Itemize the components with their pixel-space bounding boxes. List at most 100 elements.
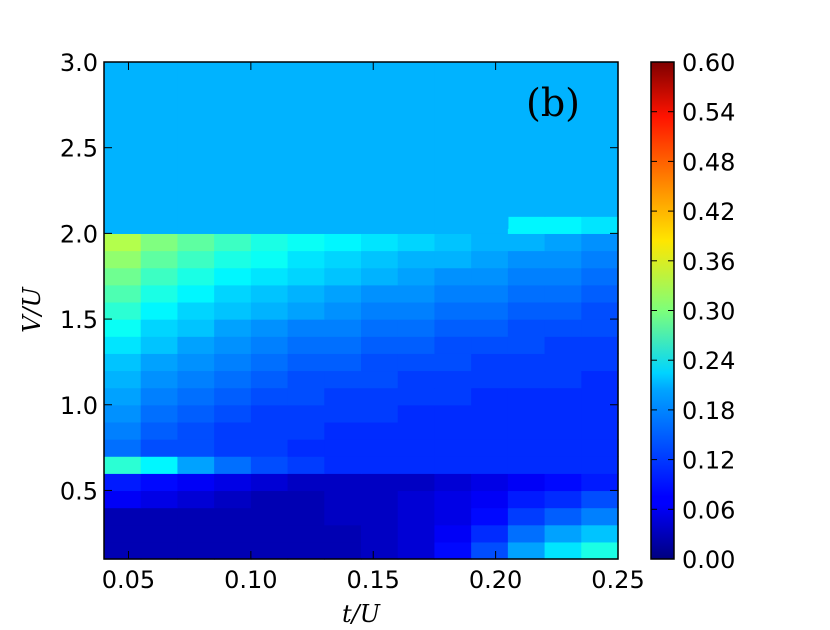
heatmap-cell [544,370,582,389]
heatmap-cell [324,233,362,252]
heatmap-cell [250,301,289,320]
heatmap-cell [471,507,509,526]
heatmap-cell [581,319,619,337]
colorbar-tick-label: 0.30 [682,298,735,326]
heatmap-cell [507,216,546,234]
heatmap-cell [287,62,325,229]
heatmap-cell [250,404,289,423]
heatmap-cell [214,319,252,337]
heatmap-cell [324,421,362,440]
heatmap-cell [104,301,142,320]
heatmap-cell [324,267,362,286]
heatmap-cell [361,233,399,252]
heatmap-cell [471,250,509,269]
heatmap-cell [471,370,509,389]
heatmap-cell [507,387,546,406]
heatmap-cell [397,353,436,372]
heatmap-cell [104,319,142,337]
heatmap-cell [104,228,142,234]
heatmap-cell [434,507,472,526]
heatmap-cell [287,439,325,457]
heatmap-cell [287,267,325,286]
heatmap-cell [507,284,546,303]
heatmap-cell [214,62,252,229]
heatmap-cell [507,62,546,217]
heatmap-cell [544,456,582,474]
heatmap-cell [250,507,289,526]
heatmap-cell [214,541,252,560]
heatmap-cell [544,490,582,509]
heatmap-cell [581,233,619,252]
heatmap-cell [471,233,509,252]
heatmap-cell [214,284,252,303]
heatmap-cell [324,541,362,560]
heatmap-cell [104,387,142,406]
heatmap-cell [471,62,509,229]
heatmap-cell [250,319,289,337]
heatmap-cell [104,524,142,543]
heatmap-cell [507,250,546,269]
heatmap-cell [250,541,289,560]
colorbar-tick-label: 0.12 [682,447,735,475]
heatmap-cell [104,541,142,560]
heatmap-cell [287,541,325,560]
heatmap-cell [324,473,362,492]
heatmap-cell [214,507,252,526]
heatmap-cell [507,473,546,492]
heatmap-cell [471,541,509,560]
colorbar-tick-label: 0.54 [682,99,735,127]
heatmap-cell [361,456,399,474]
heatmap-cell [324,456,362,474]
heatmap-cell [177,524,215,543]
heatmap-cell [177,319,215,337]
heatmap-cell [287,456,325,474]
heatmap-cell [397,370,436,389]
x-tick-label: 0.25 [591,566,644,594]
heatmap-cell [581,456,619,474]
heatmap-cell [287,228,325,234]
heatmap-cell [287,490,325,509]
heatmap-cell [177,507,215,526]
heatmap-cell [507,301,546,320]
heatmap-cell [397,233,436,252]
heatmap-cell [250,233,289,252]
heatmap-cell [397,439,436,457]
colorbar-tick-label: 0.36 [682,248,735,276]
heatmap-cell [397,301,436,320]
heatmap-cell [397,473,436,492]
heatmap-cell [177,301,215,320]
heatmap-cell [104,456,142,474]
heatmap-cell [287,404,325,423]
heatmap-cell [581,250,619,269]
heatmap-cell [471,284,509,303]
heatmap-cell [287,473,325,492]
heatmap-cell [177,233,215,252]
heatmap-cell [544,404,582,423]
heatmap-cell [434,228,472,234]
heatmap-cell [507,507,546,526]
heatmap-cell [434,387,472,406]
heatmap-cell [581,336,619,354]
heatmap-cell [544,353,582,372]
heatmap-cell [214,387,252,406]
heatmap-cell [287,319,325,337]
heatmap-cell [397,507,436,526]
heatmap-cell [397,524,436,543]
heatmap-cell [544,267,582,286]
heatmap-cell [544,439,582,457]
heatmap-cell [104,404,142,423]
heatmap-cell [140,473,179,492]
heatmap-cell [250,387,289,406]
heatmap-cell [581,541,619,560]
heatmap-cell [434,541,472,560]
heatmap-cell [250,62,289,229]
heatmap-cell [471,524,509,543]
panel-label: (b) [526,81,580,125]
heatmap-cell [361,507,399,526]
y-tick-label: 1.5 [60,306,98,334]
heatmap-cell [140,284,179,303]
heatmap-cell [507,319,546,337]
heatmap-cell [104,490,142,509]
heatmap-cell [544,473,582,492]
heatmap-cell [214,439,252,457]
